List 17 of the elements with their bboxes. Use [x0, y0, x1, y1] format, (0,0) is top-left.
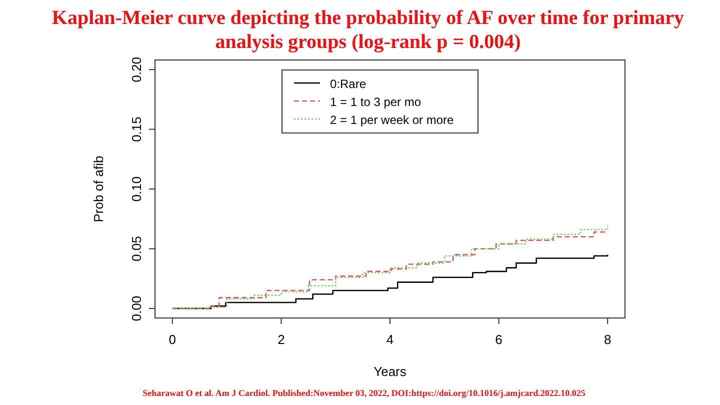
- x-tick-label: 2: [278, 332, 285, 347]
- x-tick-label: 8: [604, 332, 612, 347]
- chart-title: Kaplan-Meier curve depicting the probability of AF over time for primary analysis groups (log-rank p = 0.004): [52, 7, 684, 53]
- text: Seharawat O et al. Am J Cardiol. Published:November 03, 2022, DOI:https://doi.org/10.1016/j.amjcard.2022.10.025: [142, 388, 586, 398]
- y-tick-label: 0.20: [129, 56, 144, 82]
- legend-label: 1 = 1 to 3 per mo: [330, 95, 422, 109]
- y-tick-label: 0.05: [129, 236, 144, 262]
- y-tick-label: 0.00: [129, 296, 144, 322]
- legend-label: 0:Rare: [330, 77, 366, 91]
- x-tick-label: 0: [168, 332, 176, 347]
- x-tick-label: 4: [386, 332, 394, 347]
- y-tick-label: 0.15: [129, 116, 144, 142]
- y-axis-title: Prob of afib: [91, 156, 106, 222]
- x-axis-title: Years: [374, 364, 407, 379]
- x-tick-label: 6: [495, 332, 502, 347]
- y-tick-label: 0.10: [129, 176, 144, 202]
- legend-label: 2 = 1 per week or more: [330, 113, 454, 127]
